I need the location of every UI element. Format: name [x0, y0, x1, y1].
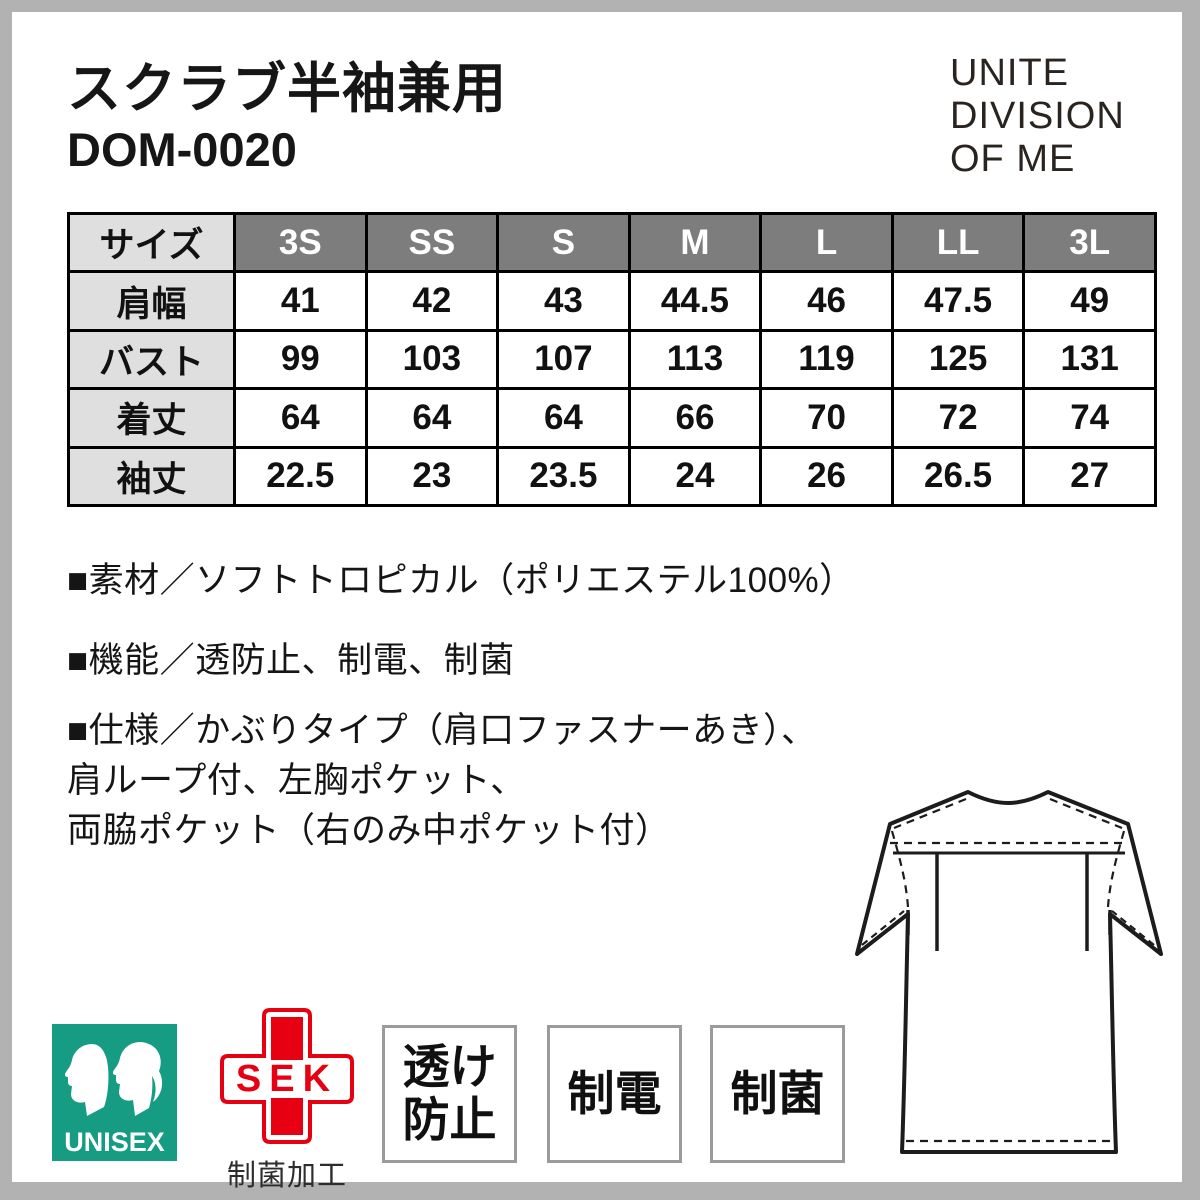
size-column-header: 3S [233, 211, 368, 274]
measurement-value: 70 [759, 387, 894, 449]
measurement-value: 103 [364, 328, 500, 391]
size-column-header: SS [364, 211, 500, 274]
product-name: スクラブ半袖兼用 [67, 59, 507, 119]
product-code: DOM-0020 [67, 123, 297, 176]
measurement-value: 49 [1022, 270, 1157, 332]
measurement-value: 41 [233, 270, 368, 332]
size-table-row: 着丈 64 64 64 66 70 72 74 [67, 387, 1157, 449]
sek-cross-outline [220, 1008, 354, 1144]
unisex-badge-icon: UNISEX [52, 1024, 177, 1161]
measurement-value: 119 [759, 328, 894, 391]
measurement-value: 26.5 [890, 445, 1026, 508]
scrub-top-back-illustration-icon [855, 790, 1163, 1154]
measurement-value: 27 [1022, 445, 1157, 508]
functions-line: ■機能／透防止、制電、制菌 [67, 641, 515, 680]
material-line: ■素材／ソフトトロピカル（ポリエステル100%） [67, 561, 855, 600]
sek-label: SEK [236, 1058, 338, 1100]
page-frame: スクラブ半袖兼用 DOM-0020 UNITE DIVISION OF ME サ… [12, 12, 1182, 1192]
size-column-header: S [496, 211, 631, 274]
measurement-value: 43 [496, 270, 631, 332]
unisex-badge-label: UNISEX [64, 1127, 165, 1157]
size-table-row: 肩幅 41 42 43 44.5 46 47.5 49 [67, 270, 1157, 332]
size-table: サイズ 3S SS S M L LL 3L 肩幅 41 42 43 44.5 46 47.5 49 バスト 99 1… [67, 211, 1157, 508]
measurement-value: 23 [364, 445, 500, 508]
measurement-value: 24 [627, 445, 763, 508]
size-column-header: LL [890, 211, 1026, 274]
measurement-value: 107 [496, 328, 631, 391]
measurement-value: 64 [233, 387, 368, 449]
male-head-silhouette [64, 1044, 109, 1116]
size-column-header: L [759, 211, 894, 274]
measurement-label: バスト [67, 328, 236, 391]
measurement-value: 99 [233, 328, 368, 391]
size-table-header-row: サイズ 3S SS S M L LL 3L [67, 211, 1157, 274]
sek-cross-top-arm [271, 1017, 303, 1060]
size-table-wrap: サイズ 3S SS S M L LL 3L 肩幅 41 42 43 44.5 46 47.5 49 バスト 99 1… [67, 211, 1157, 508]
brand-logo-line: OF ME [950, 138, 1076, 180]
measurement-value: 64 [496, 387, 631, 449]
female-head-silhouette [112, 1042, 163, 1116]
size-table-row: バスト 99 103 107 113 119 125 131 [67, 328, 1157, 391]
sek-caption: 制菌加工 [226, 1160, 347, 1192]
brand-logo: UNITE DIVISION OF ME [950, 52, 1125, 181]
measurement-value: 23.5 [496, 445, 631, 508]
sek-mark-icon: SEK [220, 1008, 354, 1144]
brand-logo-line: UNITE [950, 52, 1069, 94]
spec-lines: ■仕様／かぶりタイプ（肩口ファスナーあき）、 肩ループ付、左胸ポケット、 両脇ポ… [67, 711, 817, 850]
measurement-value: 44.5 [627, 270, 763, 332]
measurement-value: 26 [759, 445, 894, 508]
measurement-label: 着丈 [67, 387, 236, 449]
sek-cross-bottom-arm [271, 1098, 303, 1135]
measurement-value: 46 [759, 270, 894, 332]
size-table-row: 袖丈 22.5 23 23.5 24 26 26.5 27 [67, 445, 1157, 508]
measurement-value: 22.5 [233, 445, 368, 508]
measurement-label: 袖丈 [67, 445, 236, 508]
feature-box-anti-static: 制電 [547, 1025, 682, 1163]
measurement-value: 74 [1022, 387, 1157, 449]
size-table-corner-header: サイズ [67, 211, 236, 274]
size-column-header: 3L [1022, 211, 1157, 274]
brand-logo-line: DIVISION [950, 95, 1125, 137]
measurement-value: 125 [890, 328, 1026, 391]
measurement-value: 72 [890, 387, 1026, 449]
size-column-header: M [627, 211, 763, 274]
measurement-value: 66 [627, 387, 763, 449]
measurement-value: 131 [1022, 328, 1157, 391]
measurement-value: 42 [364, 270, 500, 332]
product-title-block: スクラブ半袖兼用 DOM-0020 [67, 62, 507, 173]
feature-box-sheer-resistant: 透け 防止 [382, 1025, 517, 1163]
measurement-label: 肩幅 [67, 270, 236, 332]
measurement-value: 113 [627, 328, 763, 391]
measurement-value: 64 [364, 387, 500, 449]
measurement-value: 47.5 [890, 270, 1026, 332]
feature-box-anti-bacterial: 制菌 [710, 1025, 845, 1163]
